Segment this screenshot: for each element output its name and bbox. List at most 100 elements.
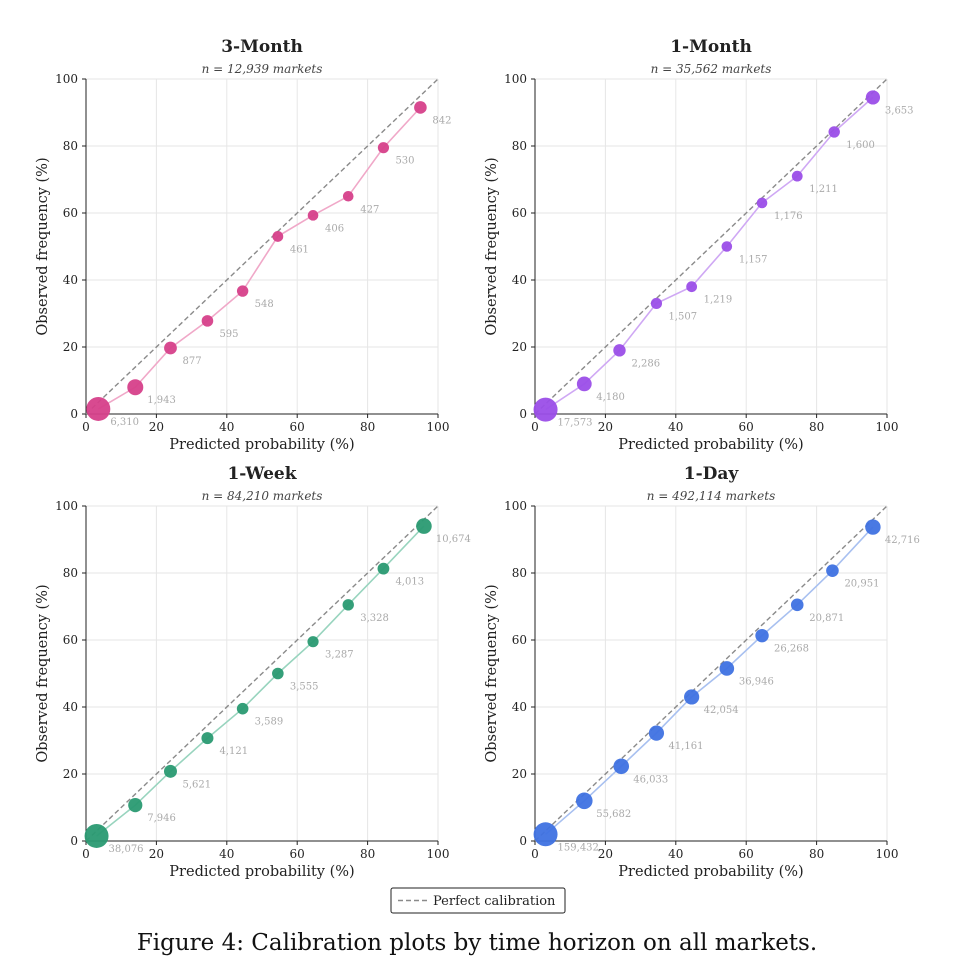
count-label: 41,161 xyxy=(668,741,703,752)
x-tick-label: 100 xyxy=(427,420,450,434)
calibration-chart-4: 1-Day n = 492,114 markets 0 20 40 60 80 100 0 20 4… xyxy=(484,464,920,880)
x-tick-label: 40 xyxy=(668,420,683,434)
chart-title: 1-Week xyxy=(227,464,297,484)
calibration-point xyxy=(533,822,558,847)
count-label: 3,555 xyxy=(290,682,319,693)
calibration-point xyxy=(613,344,626,357)
x-tick-label: 20 xyxy=(598,420,613,434)
count-label: 4,121 xyxy=(219,746,248,757)
calibration-point xyxy=(865,90,881,105)
y-tick-label: 40 xyxy=(63,273,78,287)
count-label: 3,287 xyxy=(325,650,354,661)
count-label: 7,946 xyxy=(147,813,176,824)
x-tick-label: 40 xyxy=(219,847,234,861)
calibration-point xyxy=(755,628,769,643)
count-label: 10,674 xyxy=(436,534,471,545)
chart-subtitle: n = 492,114 markets xyxy=(647,489,775,503)
y-tick-label: 100 xyxy=(55,72,78,86)
y-tick-label: 0 xyxy=(519,834,527,848)
calibration-point xyxy=(342,599,354,611)
calibration-chart-1: 3-Month n = 12,939 markets 0 20 40 60 80 100 0 20… xyxy=(35,37,451,453)
calibration-point xyxy=(826,564,839,577)
chart-subtitle: n = 35,562 markets xyxy=(651,62,772,76)
calibration-series-line xyxy=(96,525,425,837)
count-label: 5,621 xyxy=(182,779,211,790)
x-axis-label: Predicted probability (%) xyxy=(169,437,354,453)
y-tick-label: 60 xyxy=(63,633,78,647)
count-label: 36,946 xyxy=(739,676,774,687)
count-label: 877 xyxy=(182,356,201,367)
calibration-point xyxy=(272,231,284,242)
count-label: 461 xyxy=(290,244,309,255)
calibration-point xyxy=(307,210,319,221)
calibration-chart-3: 1-Week n = 84,210 markets 0 20 40 60 80 100 0 20 4… xyxy=(35,464,471,880)
count-label: 46,033 xyxy=(633,774,668,785)
y-tick-label: 0 xyxy=(519,407,527,421)
y-tick-label: 0 xyxy=(70,834,78,848)
calibration-point xyxy=(721,241,733,252)
count-label: 20,871 xyxy=(809,613,844,624)
calibration-point xyxy=(307,636,319,648)
x-tick-label: 0 xyxy=(531,420,539,434)
x-axis-label: Predicted probability (%) xyxy=(618,437,803,453)
chart-subtitle: n = 84,210 markets xyxy=(202,489,323,503)
x-tick-label: 60 xyxy=(739,847,754,861)
count-label: 548 xyxy=(255,299,274,310)
calibration-point xyxy=(377,142,390,154)
calibration-point xyxy=(127,379,144,396)
count-label: 1,176 xyxy=(774,211,803,222)
calibration-point xyxy=(236,702,249,715)
y-tick-label: 60 xyxy=(512,206,527,220)
x-tick-label: 20 xyxy=(598,847,613,861)
y-tick-label: 40 xyxy=(63,700,78,714)
calibration-series-line xyxy=(97,106,421,410)
y-tick-label: 20 xyxy=(512,340,527,354)
calibration-point xyxy=(272,667,284,680)
y-tick-label: 40 xyxy=(512,273,527,287)
y-axis-label: Observed frequency (%) xyxy=(35,157,51,335)
count-label: 1,219 xyxy=(704,295,733,306)
x-tick-label: 0 xyxy=(82,847,90,861)
count-label: 1,507 xyxy=(668,311,697,322)
x-tick-label: 60 xyxy=(739,420,754,434)
count-label: 1,211 xyxy=(809,184,838,195)
count-label: 3,653 xyxy=(885,105,914,116)
y-axis-label: Observed frequency (%) xyxy=(35,584,51,762)
calibration-point xyxy=(163,764,177,778)
count-label: 55,682 xyxy=(596,809,631,820)
chart-title: 1-Month xyxy=(670,37,752,57)
calibration-point xyxy=(756,197,768,209)
count-label: 4,013 xyxy=(395,577,424,588)
calibration-point xyxy=(613,758,630,775)
x-tick-label: 20 xyxy=(149,420,164,434)
count-label: 38,076 xyxy=(109,844,144,855)
y-axis-label: Observed frequency (%) xyxy=(484,584,500,762)
calibration-point xyxy=(686,281,698,293)
calibration-point xyxy=(791,170,803,182)
calibration-point xyxy=(576,376,592,392)
legend-box xyxy=(390,887,566,914)
calibration-point xyxy=(342,190,354,202)
count-label: 3,328 xyxy=(360,613,389,624)
calibration-point xyxy=(86,396,111,421)
calibration-point xyxy=(84,823,109,848)
y-tick-label: 0 xyxy=(70,407,78,421)
calibration-series-line xyxy=(545,526,874,835)
y-tick-label: 60 xyxy=(512,633,527,647)
x-tick-label: 100 xyxy=(876,420,899,434)
count-label: 20,951 xyxy=(844,579,879,590)
x-tick-label: 80 xyxy=(809,847,824,861)
count-label: 4,180 xyxy=(596,392,625,403)
x-tick-label: 0 xyxy=(82,420,90,434)
count-label: 1,157 xyxy=(739,255,768,266)
count-label: 159,432 xyxy=(558,842,599,853)
y-tick-label: 20 xyxy=(512,767,527,781)
x-axis-label: Predicted probability (%) xyxy=(169,864,354,880)
y-tick-label: 20 xyxy=(63,340,78,354)
count-label: 1,943 xyxy=(147,395,176,406)
y-tick-label: 80 xyxy=(63,566,78,580)
y-tick-label: 80 xyxy=(512,566,527,580)
y-tick-label: 100 xyxy=(504,72,527,86)
